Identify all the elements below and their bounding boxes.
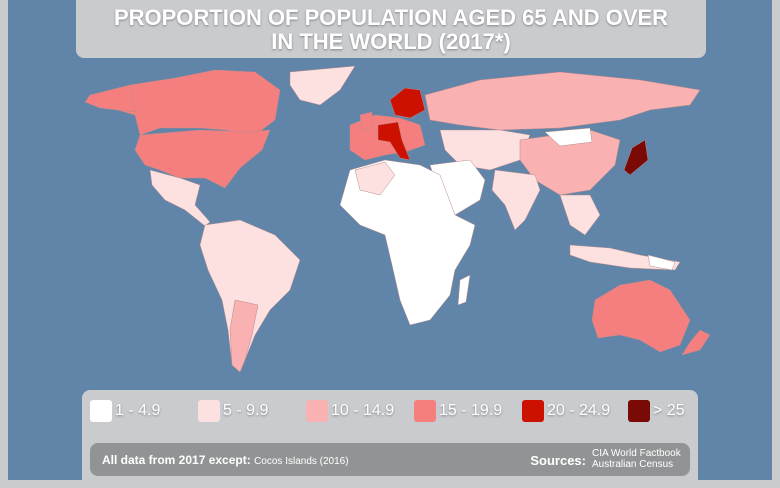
legend-label: 10 - 14.9 [331, 402, 395, 419]
region-india [491, 169, 541, 231]
legend-item-15-19.9: 15 - 19.9 [414, 400, 502, 422]
region-greenland [289, 65, 356, 106]
legend-item-1-4.9: 1 - 4.9 [90, 400, 160, 422]
data-note: All data from 2017 except: Cocos Islands… [102, 453, 349, 467]
legend-swatch [306, 400, 328, 422]
region-mexico-central-america [149, 169, 211, 227]
region-australia [591, 279, 691, 353]
region-russia [424, 71, 701, 131]
source-item: CIA World Factbook [592, 448, 681, 459]
title-line-2: IN THE WORLD (2017*) [271, 29, 511, 54]
legend-item-10-14.9: 10 - 14.9 [306, 400, 394, 422]
legend-label: 1 - 4.9 [115, 402, 161, 419]
region-africa [339, 159, 476, 326]
legend-label: 15 - 19.9 [439, 402, 503, 419]
source-item: Australian Census [592, 459, 674, 470]
title-banner: PROPORTION OF POPULATION AGED 65 AND OVE… [76, 0, 706, 58]
data-note-value: Cocos Islands (2016) [254, 456, 349, 467]
region-uk [359, 111, 373, 131]
legend-label: 20 - 24.9 [547, 402, 611, 419]
legend-label: 5 - 9.9 [223, 402, 269, 419]
region-germany-italy [377, 121, 411, 161]
region-madagascar [457, 274, 471, 306]
legend-swatch [522, 400, 544, 422]
region-china [519, 129, 621, 196]
region-mongolia [544, 127, 593, 147]
region-new-guinea [647, 254, 676, 271]
legend-item-over-25: > 25 [628, 400, 685, 422]
data-note-label: All data from 2017 except: [102, 453, 251, 467]
legend-swatch [628, 400, 650, 422]
region-southeast-asia [559, 194, 601, 236]
legend-item-20-24.9: 20 - 24.9 [522, 400, 610, 422]
legend-label: > 25 [653, 402, 685, 419]
legend-swatch [414, 400, 436, 422]
region-new-zealand [681, 329, 711, 356]
footer-bar: All data from 2017 except: Cocos Islands… [90, 443, 690, 476]
region-alaska [84, 84, 136, 113]
region-north-africa [354, 161, 396, 196]
region-usa [134, 129, 271, 189]
legend-item-5-9.9: 5 - 9.9 [198, 400, 268, 422]
region-south-america [199, 219, 301, 373]
region-argentina-uruguay [229, 299, 259, 373]
sources-label: Sources: [530, 453, 586, 468]
region-central-asia [439, 129, 531, 171]
legend-swatch [90, 400, 112, 422]
title-line-1: PROPORTION OF POPULATION AGED 65 AND OVE… [113, 5, 669, 30]
region-nordics [389, 87, 426, 119]
legend-panel: 1 - 4.9 5 - 9.9 10 - 14.9 15 - 19.9 20 -… [82, 390, 698, 482]
legend-swatch [198, 400, 220, 422]
sources-list: CIA World Factbook Australian Census [592, 448, 681, 470]
region-japan [623, 139, 649, 176]
